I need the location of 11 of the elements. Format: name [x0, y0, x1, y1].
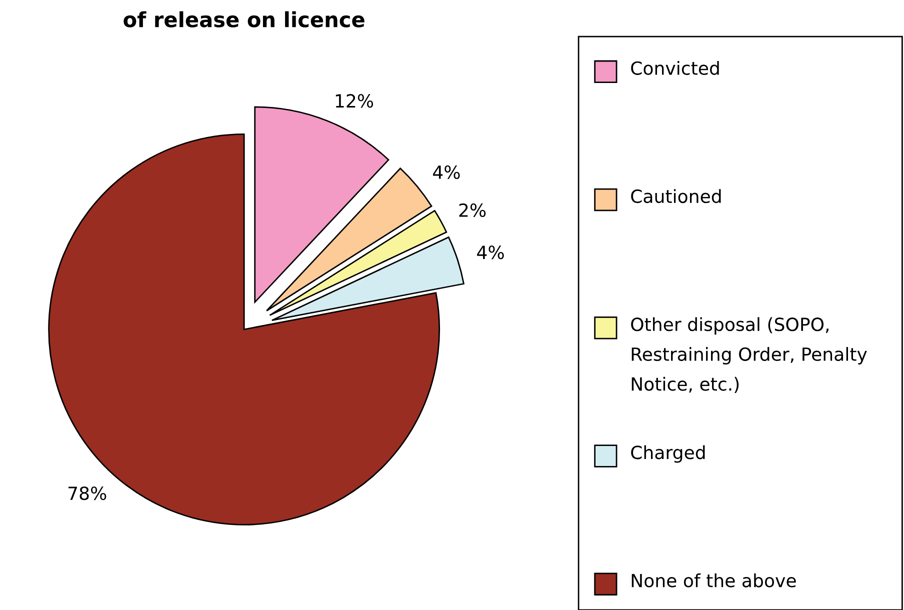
data-label: 2% [459, 203, 486, 218]
data-label: 4% [477, 246, 504, 260]
data-label: 78% [68, 486, 106, 500]
chart-title: of release on licence [124, 11, 364, 28]
legend-label: None of the above [632, 573, 796, 588]
data-label: 4% [433, 165, 460, 180]
legend-label: Other disposal (SOPO, Restraining Order, Penalty Notice, etc.) [631, 317, 867, 393]
legend-label: Cautioned [631, 189, 721, 204]
legend-label: Charged [631, 445, 705, 463]
legend-label: Convicted [631, 61, 719, 75]
data-label: 12% [336, 94, 374, 108]
